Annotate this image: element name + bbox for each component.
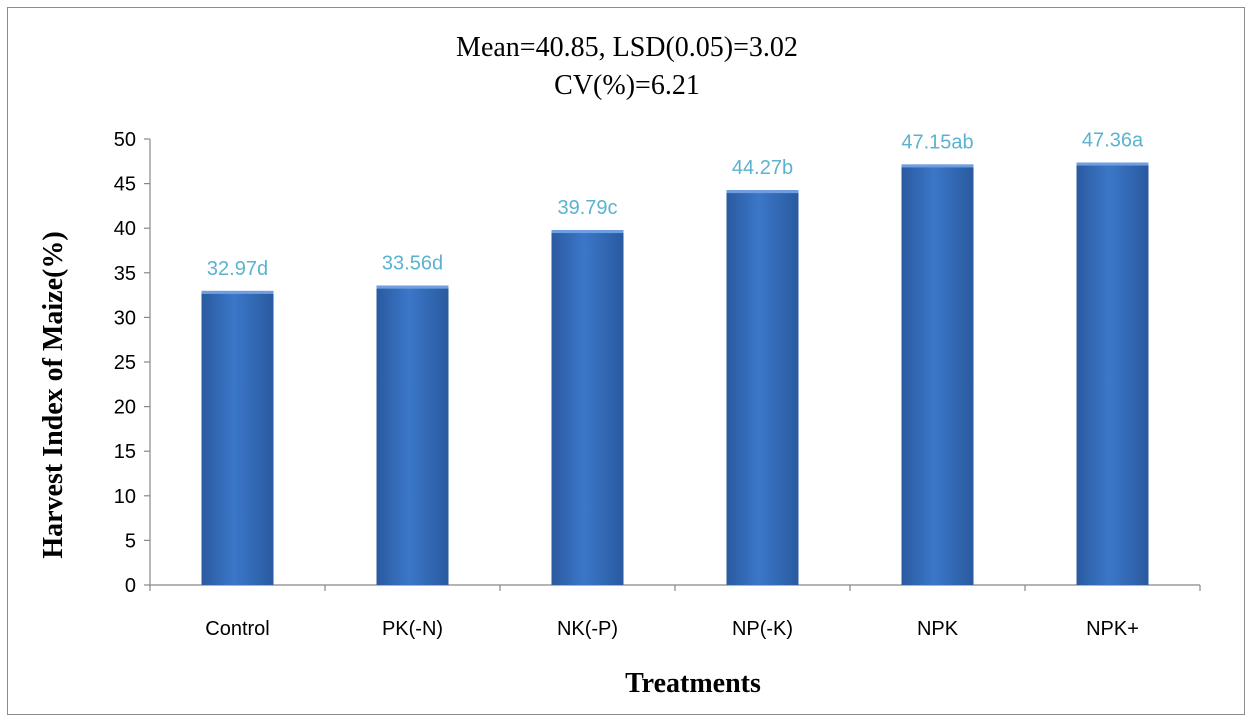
y-tick-label: 35 bbox=[114, 263, 136, 285]
y-tick-label: 30 bbox=[114, 307, 136, 329]
data-label: 33.56d bbox=[382, 253, 443, 275]
y-tick-label: 25 bbox=[114, 352, 136, 374]
data-label: 32.97d bbox=[207, 258, 268, 280]
y-axis: 0 5 10 15 20 25 30 35 40 45 50 bbox=[114, 129, 151, 597]
y-tick-label: 10 bbox=[114, 486, 136, 508]
data-label: 39.79c bbox=[557, 197, 617, 219]
bar-top-highlight bbox=[551, 230, 624, 234]
bar bbox=[901, 164, 974, 585]
y-tick-label: 0 bbox=[125, 575, 136, 597]
x-tick-label: NPK bbox=[917, 618, 959, 640]
y-tick-label: 15 bbox=[114, 441, 136, 463]
y-tick-label: 20 bbox=[114, 397, 136, 419]
data-label: 44.27b bbox=[732, 157, 793, 179]
x-tick-label: PK(-N) bbox=[382, 618, 443, 640]
data-label: 47.36a bbox=[1082, 130, 1144, 152]
x-tick-label: Control bbox=[205, 618, 269, 640]
x-axis-title: Treatments bbox=[625, 668, 761, 699]
bar bbox=[726, 190, 799, 585]
bar bbox=[1076, 162, 1149, 585]
x-axis bbox=[149, 584, 1201, 591]
bars: 32.97d Control 33.56d PK(-N) 39.79c NK(-P) 44.… bbox=[201, 130, 1149, 640]
y-tick-label: 50 bbox=[114, 129, 136, 151]
bar-top-highlight bbox=[726, 190, 799, 194]
bar-top-highlight bbox=[376, 285, 449, 289]
bar bbox=[201, 290, 274, 585]
bar bbox=[376, 285, 449, 585]
bar-top-highlight bbox=[201, 290, 274, 294]
bar-top-highlight bbox=[1076, 162, 1149, 166]
chart-subtitle: CV(%)=6.21 bbox=[554, 70, 700, 101]
bar bbox=[551, 230, 624, 586]
y-tick-label: 40 bbox=[114, 218, 136, 240]
chart-title: Mean=40.85, LSD(0.05)=3.02 bbox=[456, 32, 798, 63]
x-tick-label: NPK+ bbox=[1086, 618, 1139, 640]
y-tick-label: 45 bbox=[114, 174, 136, 196]
data-label: 47.15ab bbox=[901, 131, 973, 153]
y-tick-label: 5 bbox=[125, 530, 136, 552]
x-tick-label: NK(-P) bbox=[557, 618, 618, 640]
y-axis-title: Harvest Index of Maize(%) bbox=[38, 231, 69, 558]
x-tick-label: NP(-K) bbox=[732, 618, 793, 640]
bar-top-highlight bbox=[901, 164, 974, 168]
